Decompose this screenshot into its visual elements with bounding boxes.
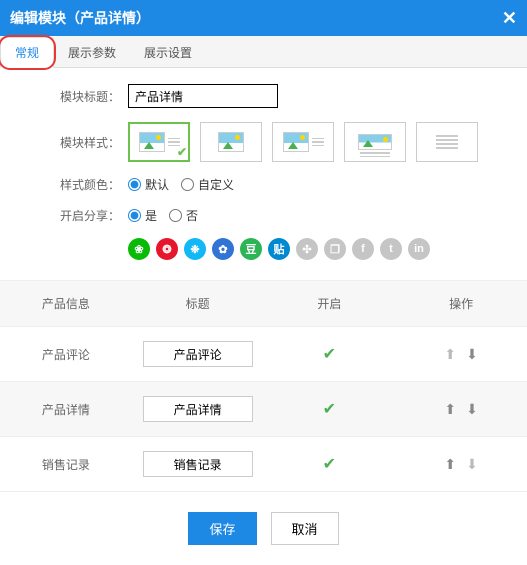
tabs: 常规展示参数展示设置: [0, 36, 527, 68]
cancel-button[interactable]: 取消: [271, 512, 339, 545]
share-icon-8[interactable]: f: [352, 238, 374, 260]
share-option-0[interactable]: 是: [128, 207, 157, 224]
move-up-icon[interactable]: ⬆: [444, 401, 456, 418]
row-title-cell: [132, 382, 264, 436]
share-icon-3[interactable]: ✿: [212, 238, 234, 260]
share-radio-0[interactable]: [128, 209, 141, 222]
tab-1[interactable]: 展示参数: [54, 38, 130, 67]
style-option-5[interactable]: [416, 122, 478, 162]
move-up-icon[interactable]: ⬆: [444, 456, 456, 473]
share-icon-7[interactable]: ❐: [324, 238, 346, 260]
color-option-0[interactable]: 默认: [128, 176, 169, 193]
share-radio-1[interactable]: [169, 209, 182, 222]
save-button[interactable]: 保存: [188, 512, 256, 545]
dialog-footer: 保存 取消: [0, 492, 527, 565]
share-icon-9[interactable]: t: [380, 238, 402, 260]
color-option-1[interactable]: 自定义: [181, 176, 234, 193]
table-row: 产品详情✔⬆⬇: [0, 382, 527, 437]
enabled-check-icon[interactable]: ✔: [323, 401, 336, 418]
row-enabled-cell: ✔: [264, 330, 396, 378]
share-radio-group: 是否: [128, 207, 198, 224]
dialog-title: 编辑模块（产品详情）: [10, 8, 150, 28]
row-arrows: ⬆⬇: [399, 456, 523, 473]
move-down-icon[interactable]: ⬇: [466, 346, 478, 363]
product-table: 产品信息标题开启操作 产品评论✔⬆⬇产品详情✔⬆⬇销售记录✔⬆⬇: [0, 280, 527, 492]
row-actions-cell: ⬆⬇: [395, 442, 527, 487]
style-option-4[interactable]: [344, 122, 406, 162]
table-header: 产品信息标题开启操作: [0, 280, 527, 327]
row-enabled-cell: ✔: [264, 440, 396, 488]
check-icon: ✔: [177, 145, 187, 159]
style-options: ✔: [128, 122, 478, 162]
move-up-icon[interactable]: ⬆: [444, 346, 456, 363]
style-option-3[interactable]: [272, 122, 334, 162]
style-label: 模块样式：: [50, 134, 120, 151]
row-arrows: ⬆⬇: [399, 346, 523, 363]
row-title-input[interactable]: [143, 396, 253, 422]
share-option-1[interactable]: 否: [169, 207, 198, 224]
row-title-cell: [132, 437, 264, 491]
table-row: 产品评论✔⬆⬇: [0, 327, 527, 382]
share-icon-0[interactable]: ❀: [128, 238, 150, 260]
share-icon-5[interactable]: 贴: [268, 238, 290, 260]
style-option-2[interactable]: [200, 122, 262, 162]
row-actions-cell: ⬆⬇: [395, 332, 527, 377]
row-title-input[interactable]: [143, 341, 253, 367]
share-icon-2[interactable]: ❉: [184, 238, 206, 260]
enabled-check-icon[interactable]: ✔: [323, 346, 336, 363]
color-label-0: 默认: [145, 176, 169, 193]
table-header-2: 开启: [264, 281, 396, 326]
share-icon-1[interactable]: ❂: [156, 238, 178, 260]
enabled-check-icon[interactable]: ✔: [323, 456, 336, 473]
table-header-1: 标题: [132, 281, 264, 326]
module-title-input[interactable]: [128, 84, 278, 108]
color-label-1: 自定义: [198, 176, 234, 193]
table-header-0: 产品信息: [0, 281, 132, 326]
dialog-header: 编辑模块（产品详情） ✕: [0, 0, 527, 36]
row-title-cell: [132, 327, 264, 381]
table-row: 销售记录✔⬆⬇: [0, 437, 527, 492]
share-icon-6[interactable]: ✣: [296, 238, 318, 260]
color-radio-group: 默认 自定义: [128, 176, 234, 193]
style-option-1[interactable]: ✔: [128, 122, 190, 162]
share-icons: ❀ ❂ ❉ ✿ 豆贴 ✣ ❐ ftin: [128, 238, 477, 260]
table-header-3: 操作: [395, 281, 527, 326]
row-title-input[interactable]: [143, 451, 253, 477]
share-icon-10[interactable]: in: [408, 238, 430, 260]
close-icon[interactable]: ✕: [502, 8, 517, 29]
title-label: 模块标题：: [50, 88, 120, 105]
row-enabled-cell: ✔: [264, 385, 396, 433]
share-icon-4[interactable]: 豆: [240, 238, 262, 260]
share-label: 开启分享：: [50, 207, 120, 224]
color-radio-0[interactable]: [128, 178, 141, 191]
share-label-1: 否: [186, 207, 198, 224]
row-name: 产品详情: [0, 387, 132, 432]
row-actions-cell: ⬆⬇: [395, 387, 527, 432]
tab-2[interactable]: 展示设置: [130, 38, 206, 67]
row-name: 销售记录: [0, 442, 132, 487]
move-down-icon[interactable]: ⬇: [466, 456, 478, 473]
color-radio-1[interactable]: [181, 178, 194, 191]
tab-0[interactable]: 常规: [0, 37, 54, 68]
color-label: 样式颜色：: [50, 176, 120, 193]
share-label-0: 是: [145, 207, 157, 224]
row-arrows: ⬆⬇: [399, 401, 523, 418]
form-area: 模块标题： 模块样式： ✔ 样式颜色： 默认自定义 开启分享： 是否 ❀❂❉✿豆…: [0, 68, 527, 270]
row-name: 产品评论: [0, 332, 132, 377]
tab-highlight: [0, 35, 56, 70]
move-down-icon[interactable]: ⬇: [466, 401, 478, 418]
